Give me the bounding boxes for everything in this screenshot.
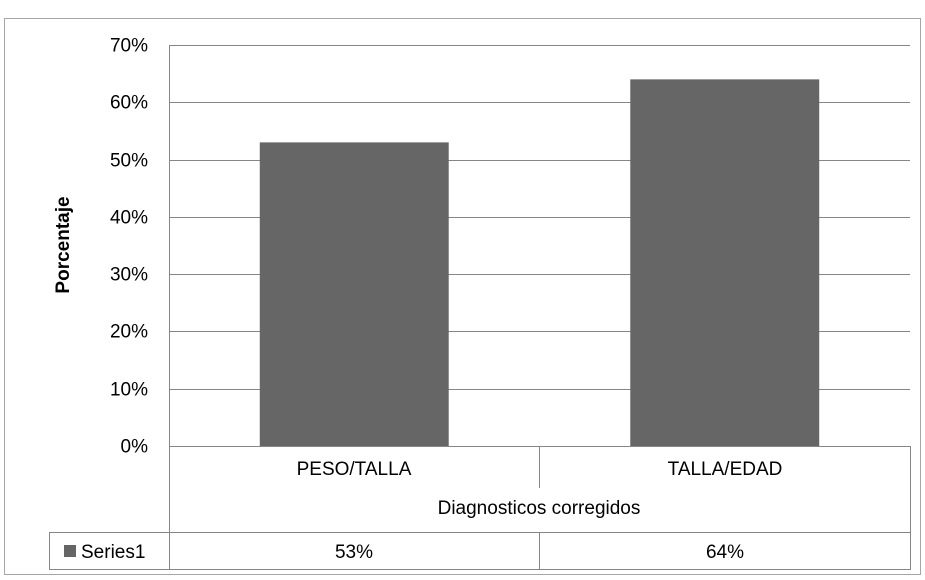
legend-swatch-series1 xyxy=(64,545,76,557)
y-tick-label: 70% xyxy=(110,36,148,57)
y-tick-label: 30% xyxy=(110,265,148,286)
data-table xyxy=(49,446,911,570)
y-tick-label: 20% xyxy=(110,322,148,343)
y-axis-ticks: 0% 10% 20% 30% 40% 50% 60% 70% xyxy=(110,36,148,458)
y-tick-label: 60% xyxy=(110,93,148,114)
data-table-value-2: 64% xyxy=(706,542,744,563)
y-tick-label: 40% xyxy=(110,208,148,229)
x-axis-title: Diagnosticos corregidos xyxy=(438,498,641,519)
data-table-value-1: 53% xyxy=(335,542,373,563)
category-label-1: PESO/TALLA xyxy=(297,459,412,480)
legend-label-series1: Series1 xyxy=(81,542,145,563)
category-label-2: TALLA/EDAD xyxy=(668,459,783,480)
y-axis-title: Porcentaje xyxy=(53,196,74,293)
bars xyxy=(259,79,820,446)
y-tick-label: 50% xyxy=(110,151,148,172)
bar-peso-talla xyxy=(259,142,449,446)
y-tick-label: 0% xyxy=(121,437,149,458)
bar-talla-edad xyxy=(630,79,820,446)
y-tick-label: 10% xyxy=(110,380,148,401)
